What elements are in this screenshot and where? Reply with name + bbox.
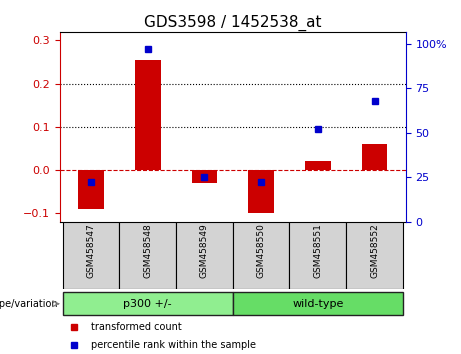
Text: GSM458547: GSM458547 bbox=[87, 224, 95, 278]
Text: percentile rank within the sample: percentile rank within the sample bbox=[91, 340, 256, 350]
Title: GDS3598 / 1452538_at: GDS3598 / 1452538_at bbox=[144, 14, 322, 30]
Text: GSM458551: GSM458551 bbox=[313, 224, 322, 279]
Bar bbox=[305, 161, 331, 170]
Bar bbox=[233, 292, 403, 315]
Bar bbox=[176, 222, 233, 289]
Bar bbox=[346, 222, 403, 289]
Bar bbox=[135, 60, 160, 170]
Text: GSM458552: GSM458552 bbox=[370, 224, 379, 278]
Bar bbox=[63, 292, 233, 315]
Bar bbox=[78, 170, 104, 209]
Text: transformed count: transformed count bbox=[91, 322, 182, 332]
Text: wild-type: wild-type bbox=[292, 299, 343, 309]
Bar bbox=[233, 222, 290, 289]
Bar bbox=[362, 144, 387, 170]
Bar bbox=[290, 222, 346, 289]
Bar bbox=[63, 222, 119, 289]
Bar bbox=[119, 222, 176, 289]
Text: GSM458548: GSM458548 bbox=[143, 224, 152, 278]
Text: GSM458549: GSM458549 bbox=[200, 224, 209, 278]
Text: genotype/variation: genotype/variation bbox=[0, 299, 58, 309]
Text: GSM458550: GSM458550 bbox=[257, 224, 266, 279]
Text: p300 +/-: p300 +/- bbox=[124, 299, 172, 309]
Bar bbox=[248, 170, 274, 213]
Bar bbox=[192, 170, 217, 183]
